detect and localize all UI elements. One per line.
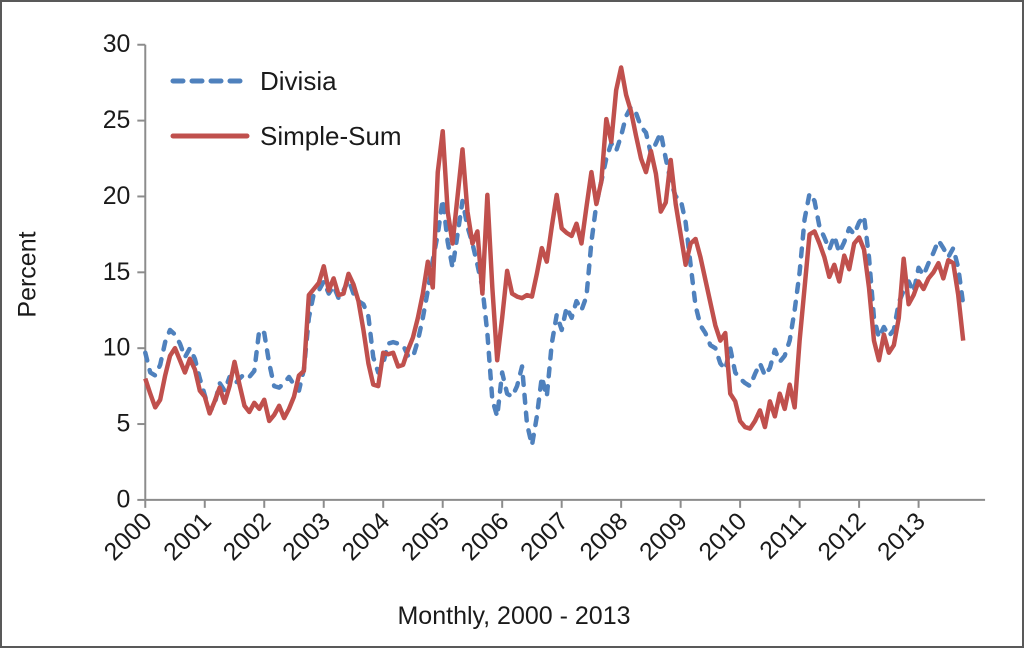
x-tick-label: 2000 <box>99 508 157 566</box>
series-line-divisia <box>143 104 966 448</box>
series-line-simple-sum <box>143 65 966 431</box>
x-tick-label: 2013 <box>873 508 931 566</box>
y-tick-label: 5 <box>117 411 131 438</box>
x-tick-label: 2007 <box>516 508 574 566</box>
legend-label: Simple-Sum <box>260 120 402 151</box>
legend-line-sample <box>170 133 250 139</box>
y-tick-label: 20 <box>103 183 131 210</box>
legend: Divisia Simple-Sum <box>170 62 402 172</box>
y-tick-label: 0 <box>117 486 131 513</box>
x-tick-label: 2005 <box>397 508 455 566</box>
legend-line-sample <box>170 78 250 84</box>
x-tick-label: 2009 <box>635 508 693 566</box>
x-tick-label: 2012 <box>813 508 871 566</box>
y-tick-label: 30 <box>103 31 131 58</box>
y-tick-label: 15 <box>103 259 131 286</box>
x-axis-title: Monthly, 2000 - 2013 <box>397 602 631 630</box>
legend-label: Divisia <box>260 65 337 96</box>
legend-item: Simple-Sum <box>170 117 402 155</box>
y-axis-title: Percent <box>13 231 42 318</box>
x-tick-label: 2002 <box>218 508 276 566</box>
x-tick-label: 2010 <box>694 508 752 566</box>
x-tick-label: 2001 <box>159 508 217 566</box>
x-tick-label: 2008 <box>575 508 633 566</box>
y-tick-label: 25 <box>103 107 131 134</box>
x-tick-label: 2004 <box>337 508 395 566</box>
y-tick-label: 10 <box>103 335 131 362</box>
x-tick-label: 2011 <box>755 508 812 565</box>
x-tick-label: 2006 <box>456 508 514 566</box>
legend-item: Divisia <box>170 62 402 100</box>
x-tick-label: 2003 <box>278 508 336 566</box>
